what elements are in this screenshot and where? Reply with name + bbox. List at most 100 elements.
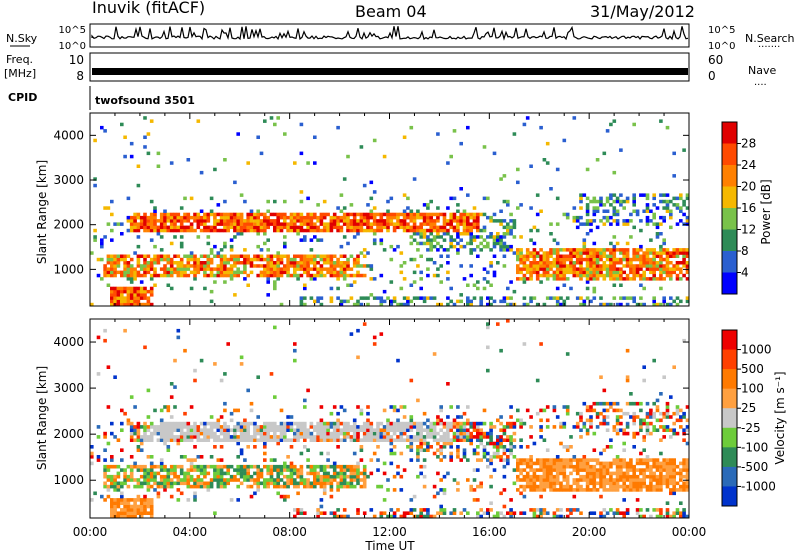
- rti-cell: [659, 232, 663, 236]
- rti-cell: [486, 322, 490, 326]
- rti-cell: [649, 421, 653, 426]
- rti-cell: [169, 215, 174, 220]
- rti-cell: [379, 302, 384, 307]
- rti-cell: [432, 219, 437, 223]
- rti-cell: [189, 458, 194, 462]
- rti-cell: [149, 277, 154, 281]
- rti-cell: [196, 261, 201, 265]
- rti-cell: [632, 481, 636, 486]
- rti-cell: [356, 461, 360, 466]
- rti-cell: [409, 228, 414, 233]
- rti-cell: [349, 273, 354, 278]
- rti-cell: [519, 251, 523, 255]
- rti-cell: [143, 286, 147, 291]
- rti-cell: [196, 481, 201, 486]
- rti-cell: [436, 228, 440, 233]
- rti-cell: [143, 273, 147, 278]
- rti-cell: [635, 273, 640, 278]
- rti-cell: [592, 468, 597, 472]
- rti-cell: [139, 435, 144, 439]
- rti-cell: [169, 241, 174, 246]
- rti-cell: [649, 277, 653, 281]
- rti-cell: [599, 254, 603, 258]
- rti-cell: [456, 448, 460, 452]
- rti-cell: [422, 215, 427, 220]
- rti-cell: [416, 421, 420, 426]
- rti-cell: [233, 219, 237, 223]
- rti-cell: [236, 261, 240, 265]
- rti-cell: [169, 415, 174, 419]
- rti-cell: [682, 264, 686, 268]
- rti-cell: [442, 445, 447, 449]
- rti-cell: [506, 228, 510, 233]
- rti-cell: [359, 428, 364, 432]
- rti-cell: [263, 441, 267, 446]
- rti-cell: [632, 199, 636, 204]
- rti-cell: [632, 478, 636, 482]
- rti-cell: [299, 254, 304, 258]
- rti-cell: [123, 299, 127, 304]
- rti-cell: [512, 251, 517, 255]
- rti-cell: [552, 425, 557, 429]
- rti-cell: [549, 478, 553, 482]
- rti-cell: [346, 212, 350, 217]
- rti-cell: [589, 464, 593, 469]
- rti-cell: [492, 241, 497, 246]
- rti-cell: [629, 468, 633, 472]
- rti-cell: [313, 257, 317, 262]
- rti-cell: [159, 225, 164, 230]
- rti-cell: [612, 254, 617, 258]
- rti-cell: [186, 428, 191, 432]
- rti-cell: [156, 228, 161, 233]
- rti-cell: [622, 511, 626, 515]
- rti-cell: [269, 471, 274, 476]
- rti-cell: [166, 267, 171, 271]
- rti-cell: [489, 501, 493, 505]
- rti-cell: [236, 257, 240, 262]
- rti-cell: [639, 478, 643, 482]
- rti-cell: [239, 215, 244, 220]
- rti-cell: [319, 296, 324, 300]
- rti-cell: [652, 464, 656, 469]
- rti-cell: [512, 219, 517, 223]
- rti-cell: [575, 421, 580, 426]
- rti-cell: [452, 238, 457, 242]
- rti-cell: [246, 428, 250, 432]
- rti-cell: [659, 257, 663, 262]
- rti-cell: [409, 283, 414, 287]
- rti-cell: [143, 289, 147, 294]
- rti-cell: [665, 464, 670, 469]
- rti-cell: [126, 478, 131, 482]
- rti-cell: [309, 219, 314, 223]
- rti-cell: [226, 270, 230, 275]
- rti-cell: [552, 273, 557, 278]
- rti-cell: [243, 438, 247, 442]
- rti-cell: [139, 273, 144, 278]
- rti-cell: [589, 418, 593, 423]
- rti-cell: [219, 248, 224, 252]
- rti-cell: [652, 254, 656, 258]
- rti-cell: [263, 481, 267, 486]
- rti-cell: [649, 474, 653, 479]
- rti-cell: [672, 491, 676, 496]
- rti-cell: [379, 332, 384, 336]
- rti-cell: [223, 421, 227, 426]
- rti-cell: [219, 270, 224, 275]
- rti-cell: [133, 504, 137, 509]
- rti-cell: [575, 411, 580, 416]
- rti-cell: [409, 378, 414, 383]
- rti-cell: [329, 478, 334, 482]
- rti-cell: [153, 431, 157, 436]
- rti-cell: [682, 481, 686, 486]
- rti-cell: [612, 235, 617, 239]
- rti-cell: [269, 222, 274, 226]
- rti-cell: [529, 461, 533, 466]
- rti-cell: [176, 264, 181, 268]
- rti-cell: [362, 431, 367, 436]
- rti-cell: [149, 293, 154, 297]
- rti-cell: [223, 435, 227, 439]
- rti-cell: [163, 441, 167, 446]
- rti-cell: [283, 435, 287, 439]
- rti-cell: [289, 471, 294, 476]
- rti-cell: [176, 438, 181, 442]
